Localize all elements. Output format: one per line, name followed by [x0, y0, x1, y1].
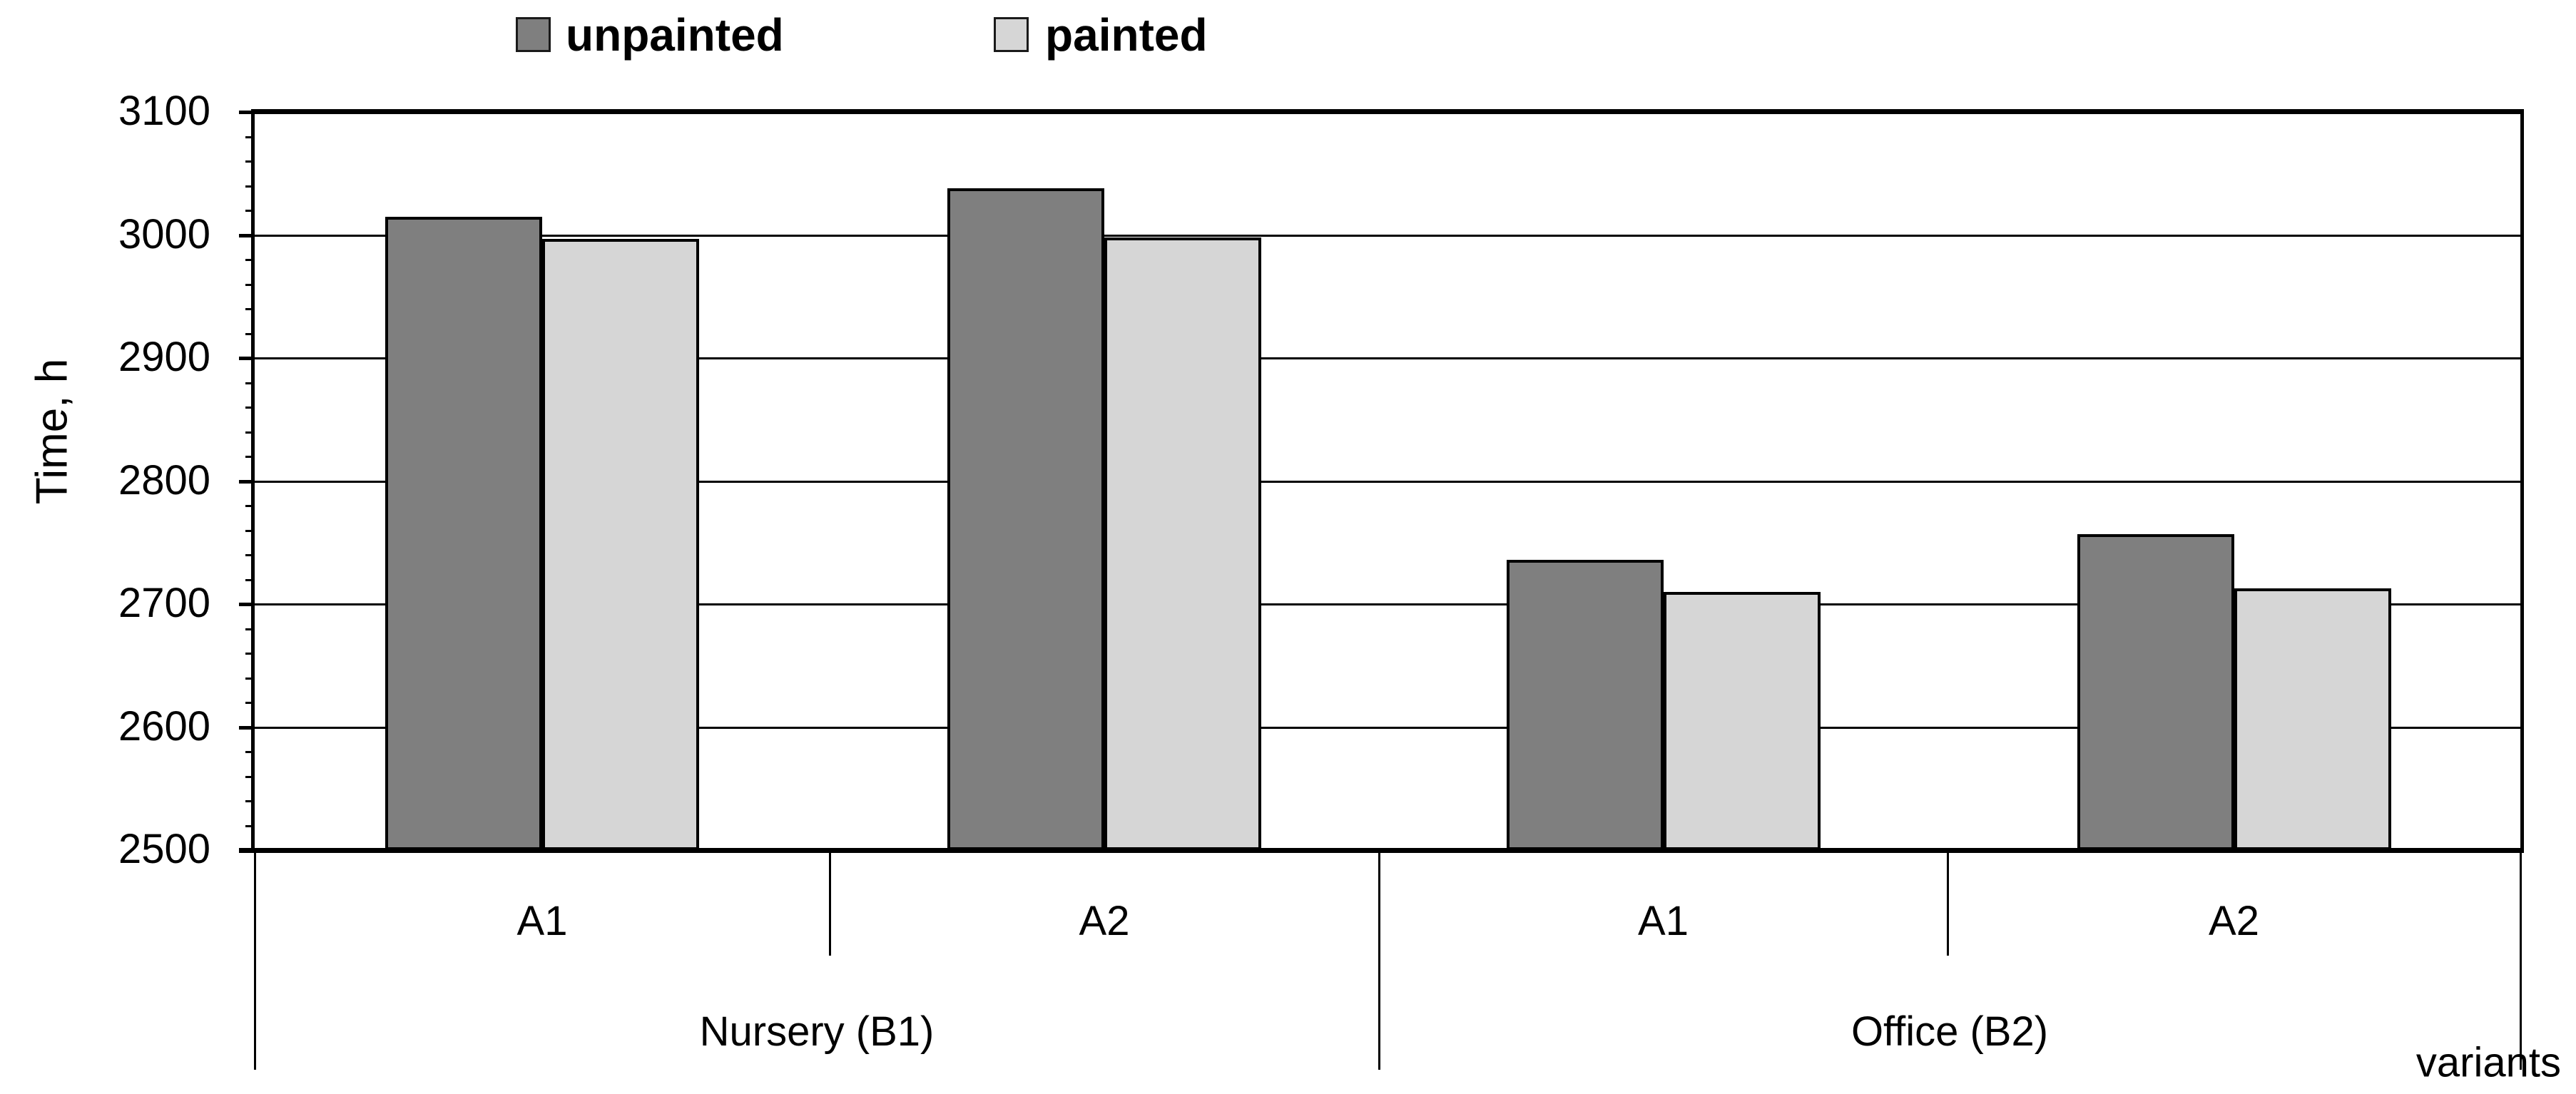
y-minor-tick-3060	[245, 160, 255, 163]
y-tick-label-2700: 2700	[118, 579, 210, 626]
gridline-2600	[255, 726, 2520, 729]
y-minor-tick-2880	[245, 382, 255, 384]
y-minor-tick-2860	[245, 407, 255, 409]
bar-painted-1	[1104, 237, 1261, 850]
gridline-2700	[255, 603, 2520, 605]
group-label-0: Nursery (B1)	[699, 1008, 935, 1055]
legend-swatch-unpainted	[516, 17, 551, 52]
y-tick-label-2900: 2900	[118, 333, 210, 380]
plot-frame-top	[251, 109, 2524, 114]
category-divider-2	[1378, 850, 1380, 1070]
y-tick-label-2600: 2600	[118, 702, 210, 750]
y-minor-tick-2920	[245, 332, 255, 335]
y-minor-tick-2580	[245, 751, 255, 753]
y-major-tick-2700	[239, 603, 255, 606]
y-major-tick-2800	[239, 479, 255, 484]
x-axis-baseline	[239, 848, 2524, 853]
legend-swatch-painted	[994, 17, 1029, 52]
y-major-tick-2500	[239, 849, 255, 852]
y-minor-tick-2520	[245, 824, 255, 827]
y-minor-tick-2940	[245, 308, 255, 310]
y-minor-tick-2820	[245, 456, 255, 458]
y-minor-tick-2840	[245, 431, 255, 434]
legend-label-painted: painted	[1045, 9, 1208, 61]
y-tick-label-2800: 2800	[118, 456, 210, 503]
y-minor-tick-2760	[245, 529, 255, 532]
y-minor-tick-2740	[245, 554, 255, 556]
y-major-tick-3100	[239, 111, 255, 114]
gridline-2800	[255, 480, 2520, 483]
x-axis-title: variants	[2415, 1039, 2561, 1086]
bar-painted-2	[1663, 591, 1821, 850]
y-tick-label-3100: 3100	[118, 87, 210, 134]
y-major-tick-2600	[239, 725, 255, 730]
y-tick-label-3000: 3000	[118, 210, 210, 257]
category-label-1: A2	[1079, 898, 1130, 944]
gridline-3000	[255, 234, 2520, 237]
y-minor-tick-2780	[245, 505, 255, 507]
category-label-2: A1	[1638, 898, 1689, 944]
bar-unpainted-3	[2077, 533, 2234, 850]
bar-unpainted-0	[385, 216, 542, 850]
y-minor-tick-2660	[245, 653, 255, 655]
category-divider-3	[1947, 850, 1949, 956]
group-label-1: Office (B2)	[1850, 1008, 2049, 1055]
y-minor-tick-2620	[245, 702, 255, 704]
bar-unpainted-2	[1506, 559, 1664, 850]
category-label-3: A2	[2209, 898, 2259, 944]
category-divider-1	[829, 850, 831, 956]
bar-painted-3	[2234, 588, 2391, 850]
bar-unpainted-1	[947, 188, 1104, 850]
y-minor-tick-2640	[245, 677, 255, 680]
gridline-2900	[255, 357, 2520, 359]
category-label-0: A1	[516, 898, 568, 944]
y-minor-tick-3080	[245, 136, 255, 138]
bar-painted-0	[542, 238, 699, 850]
y-major-tick-3000	[239, 233, 255, 237]
y-minor-tick-2960	[245, 283, 255, 286]
category-divider-4	[2520, 850, 2522, 1070]
y-major-tick-2900	[239, 357, 255, 360]
y-minor-tick-2980	[245, 259, 255, 261]
category-divider-0	[254, 850, 256, 1070]
y-minor-tick-2680	[245, 628, 255, 630]
y-minor-tick-2540	[245, 800, 255, 802]
legend-label-unpainted: unpainted	[566, 9, 784, 61]
y-minor-tick-3040	[245, 185, 255, 188]
plot-frame-right	[2520, 109, 2524, 852]
y-minor-tick-3020	[245, 210, 255, 212]
y-minor-tick-2720	[245, 578, 255, 581]
y-tick-label-2500: 2500	[118, 825, 210, 872]
y-minor-tick-2560	[245, 775, 255, 778]
